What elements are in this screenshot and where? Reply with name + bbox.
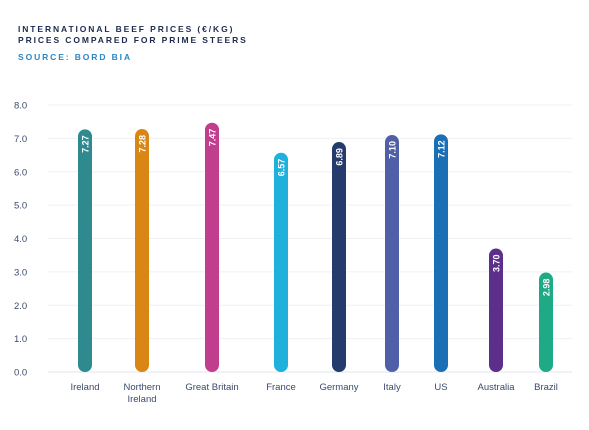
chart-source: SOURCE: BORD BIA	[18, 52, 132, 62]
bar-value-label: 6.57	[276, 159, 286, 177]
bar-value-label: 7.10	[387, 141, 397, 159]
x-tick-label-line: Brazil	[534, 382, 558, 393]
bar-value-label: 7.28	[137, 135, 147, 153]
y-tick-label: 4.0	[14, 234, 27, 245]
bar-value-label: 7.27	[80, 135, 90, 153]
x-tick-label-line: US	[434, 382, 447, 393]
bar-group: 6.57	[274, 152, 288, 372]
y-tick-label: 6.0	[14, 167, 27, 178]
bar-value-label: 6.89	[334, 148, 344, 166]
x-tick-label: France	[266, 382, 296, 393]
bar-group: 7.28	[135, 129, 149, 372]
x-tick-label: Italy	[383, 382, 401, 393]
bar-group: 7.12	[434, 134, 448, 372]
x-tick-label: Brazil	[534, 382, 558, 393]
bar-value-label: 7.12	[436, 140, 446, 158]
bar-value-label: 2.98	[541, 279, 551, 297]
x-tick-label-line: Ireland	[127, 394, 156, 405]
x-tick-label: Australia	[478, 382, 516, 393]
chart-subtitle: PRICES COMPARED FOR PRIME STEERS	[18, 35, 248, 45]
bar-group: 3.70	[489, 248, 503, 372]
bar-group: 6.89	[332, 142, 346, 372]
bar-group: 2.98	[539, 272, 553, 372]
x-tick-label-line: France	[266, 382, 296, 393]
y-tick-label: 0.0	[14, 368, 27, 379]
bar	[78, 129, 92, 372]
bar-group: 7.47	[205, 122, 219, 372]
bar	[489, 248, 503, 372]
bar	[434, 134, 448, 372]
y-tick-label: 8.0	[14, 101, 27, 112]
x-tick-label: Ireland	[70, 382, 99, 393]
bar-value-label: 3.70	[491, 255, 501, 273]
x-tick-label-line: Germany	[319, 382, 358, 393]
x-tick-label-line: Ireland	[70, 382, 99, 393]
y-tick-label: 7.0	[14, 134, 27, 145]
chart-title: INTERNATIONAL BEEF PRICES (€/KG)	[18, 24, 235, 34]
bar	[135, 129, 149, 372]
x-tick-label-line: Northern	[124, 382, 161, 393]
y-tick-label: 1.0	[14, 334, 27, 345]
x-tick-label-line: Italy	[383, 382, 401, 393]
bar-group: 7.27	[78, 129, 92, 372]
x-tick-label-line: Australia	[478, 382, 516, 393]
x-tick-label: Germany	[319, 382, 358, 393]
x-tick-label: Northern Ireland	[124, 382, 161, 405]
bar	[205, 122, 219, 372]
x-tick-label: US	[434, 382, 447, 393]
y-tick-label: 5.0	[14, 201, 27, 212]
y-tick-label: 3.0	[14, 267, 27, 278]
bar-group: 7.10	[385, 135, 399, 372]
bar	[274, 152, 288, 372]
bar	[332, 142, 346, 372]
bar	[539, 272, 553, 372]
x-tick-label: Great Britain	[185, 382, 238, 393]
bar-value-label: 7.47	[207, 129, 217, 147]
x-tick-label-line: Great Britain	[185, 382, 238, 393]
bar	[385, 135, 399, 372]
y-tick-label: 2.0	[14, 301, 27, 312]
chart-header: INTERNATIONAL BEEF PRICES (€/KG) PRICES …	[18, 24, 248, 46]
